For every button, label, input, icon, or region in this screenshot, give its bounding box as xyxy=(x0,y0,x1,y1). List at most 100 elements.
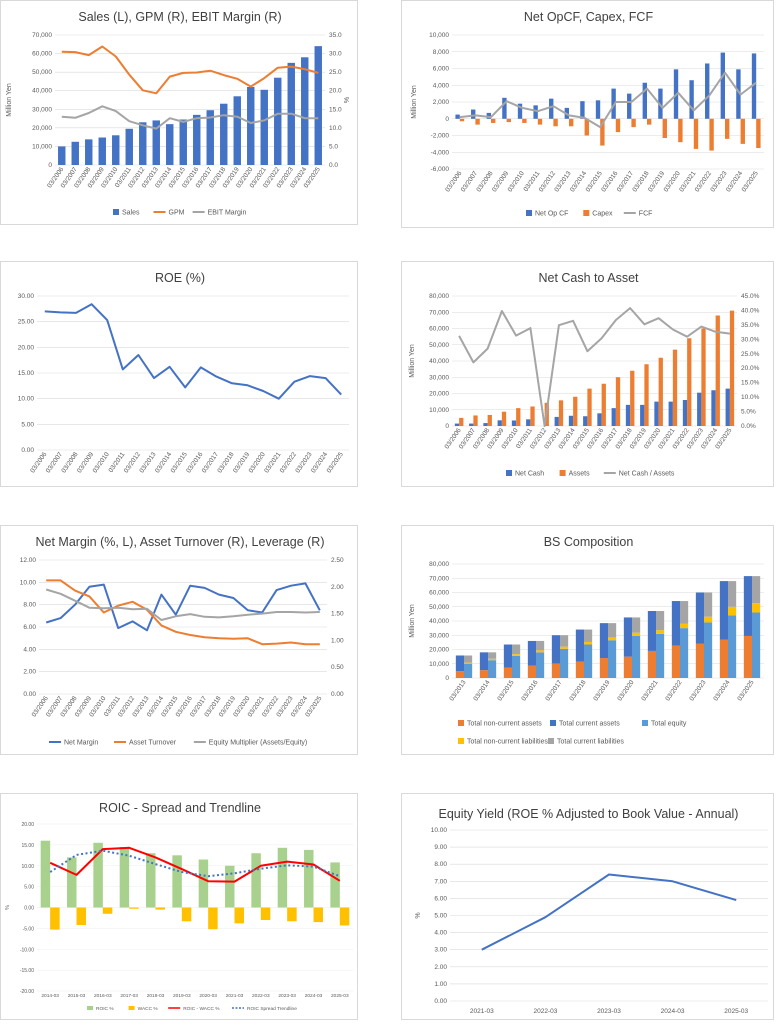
x-tick-label: 03/2018 xyxy=(568,679,587,703)
y-tick-label: 20.00 xyxy=(18,344,35,351)
bar-net-op-cf xyxy=(471,109,476,119)
legend-label: ROIC - WACC % xyxy=(183,1006,220,1012)
legend-swatch xyxy=(458,720,464,726)
bar-total-current-assets xyxy=(695,592,704,644)
bar-capex xyxy=(693,118,699,149)
roe-chart: ROE (%) 0.00 5.00 10.00 15.00 20.00 25.00 30.00… xyxy=(18,271,349,474)
x-tick-label: 2022-03 xyxy=(533,1008,557,1015)
y2-tick-label: 10.0 xyxy=(329,125,342,132)
bar-assets xyxy=(715,315,720,426)
bar-wacc- xyxy=(76,907,86,926)
y-tick-label: 80,000 xyxy=(429,293,449,300)
x-tick-label: 03/2020 xyxy=(616,679,635,703)
legend-swatch xyxy=(642,720,648,726)
bar-wacc- xyxy=(313,907,323,923)
chart-panel-bs: BS Composition 0 10,000 20,000 30,000 40,000 5… xyxy=(401,525,774,755)
y-tick-label: 0.00 xyxy=(24,906,34,912)
bar-net-op-cf xyxy=(595,100,601,119)
bar-assets xyxy=(644,364,649,426)
legend-swatch xyxy=(526,210,532,216)
bar-total-current-assets xyxy=(623,617,632,657)
series-line-equity-multiplier-assets-equity- xyxy=(45,588,320,621)
eqyield-chart: Equity Yield (ROE % Adjusted to Book Val… xyxy=(415,807,768,1015)
bar-total-current-liabilities xyxy=(584,629,593,642)
bar-total-non-current-assets xyxy=(623,656,632,678)
bar-net-op-cf xyxy=(705,63,710,119)
bar-roic- xyxy=(277,847,288,908)
bar-wacc- xyxy=(260,907,271,921)
legend-label: Net Op CF xyxy=(535,211,568,218)
y-tick-label: 20.00 xyxy=(21,822,34,828)
bar-capex xyxy=(569,118,574,127)
bar-roic- xyxy=(330,862,340,908)
bar-net-op-cf xyxy=(486,112,491,119)
y-tick-label: 70,000 xyxy=(429,309,449,316)
bar-net-cash xyxy=(469,423,474,426)
bar-capex xyxy=(647,118,652,125)
bar-net-cash xyxy=(454,423,460,426)
bar-net-cash xyxy=(640,404,645,426)
x-tick-label: 2021-03 xyxy=(226,993,244,999)
bar-assets xyxy=(729,310,735,426)
opcf-chart: Net OpCF, Capex, FCF -6,000 -4,000 -2,000 0 2… xyxy=(411,10,764,218)
bar-total-non-current-liabilities xyxy=(632,632,641,636)
netcash-chart: Net Cash to Asset 0 10,000 20,000 30,000 40,0… xyxy=(409,271,760,478)
y-tick-label: 5.00 xyxy=(21,421,34,428)
bar-total-current-assets xyxy=(599,623,608,659)
margin-chart: Net Margin (%, L), Asset Turnover (R), L… xyxy=(20,535,344,747)
bar-total-current-assets xyxy=(647,611,656,651)
x-tick-label: 2015-03 xyxy=(68,993,86,999)
x-tick-label: 2023-03 xyxy=(597,1008,621,1015)
roic-chart: ROIC - Spread and Trendline -20.00 -15.00 -… xyxy=(5,801,353,1012)
bar-capex xyxy=(725,118,730,139)
bar-total-equity xyxy=(608,640,617,678)
y-tick-label: 10.00 xyxy=(21,864,34,870)
bar-roic- xyxy=(93,842,103,908)
bar-total-equity xyxy=(680,628,689,678)
bar-wacc- xyxy=(339,907,350,926)
bar-capex xyxy=(756,118,761,149)
bar-total-non-current-liabilities xyxy=(512,654,521,656)
bar-total-non-current-liabilities xyxy=(608,637,617,641)
bar-sales xyxy=(125,128,133,165)
bar-total-non-current-liabilities xyxy=(584,641,593,645)
y2-tick-label: 2.00 xyxy=(331,584,344,591)
x-tick-label: 2025-03 xyxy=(724,1008,748,1015)
bar-capex xyxy=(459,118,465,122)
legend-label: WACC % xyxy=(138,1006,159,1012)
y2-tick-label: 30.0 xyxy=(329,51,342,58)
bar-total-current-assets xyxy=(479,652,488,671)
series-line-fcf xyxy=(459,71,757,129)
bar-total-non-current-assets xyxy=(719,639,728,678)
bar-roic- xyxy=(198,859,209,908)
x-tick-label: 03/2019 xyxy=(592,679,611,703)
bar-assets xyxy=(587,388,592,426)
x-tick-label: 03/2015 xyxy=(496,679,515,703)
bar-total-non-current-liabilities xyxy=(488,658,497,661)
bar-sales xyxy=(260,89,268,165)
bar-net-cash xyxy=(697,392,702,426)
legend-swatch xyxy=(113,209,119,215)
chart-panel-roe: ROE (%) 0.00 5.00 10.00 15.00 20.00 25.00 30.00… xyxy=(0,261,358,487)
y-tick-label: 12.00 xyxy=(20,557,37,564)
bar-total-current-assets xyxy=(455,655,464,672)
y-tick-label: 50,000 xyxy=(32,69,52,76)
bar-total-non-current-liabilities xyxy=(464,662,473,664)
bar-sales xyxy=(233,96,241,165)
x-tick-label: 03/2017 xyxy=(544,679,563,703)
legend-label: Total non-current assets xyxy=(467,721,542,728)
bar-capex xyxy=(475,118,480,125)
y-tick-label: 0 xyxy=(48,162,52,169)
x-tick-label: 03/2022 xyxy=(664,679,683,703)
y-tick-label: 40,000 xyxy=(429,358,449,365)
y-tick-label: 0.00 xyxy=(434,998,447,1005)
bar-sales xyxy=(301,57,309,165)
x-tick-label: 03/2025 xyxy=(736,679,755,703)
bar-roic- xyxy=(67,857,77,908)
bar-assets xyxy=(687,338,692,426)
y-tick-label: 5.00 xyxy=(434,913,447,920)
bar-net-op-cf xyxy=(549,98,554,119)
bar-total-equity xyxy=(704,622,713,678)
bar-assets xyxy=(630,370,635,426)
y-tick-label: 30,000 xyxy=(429,374,449,381)
